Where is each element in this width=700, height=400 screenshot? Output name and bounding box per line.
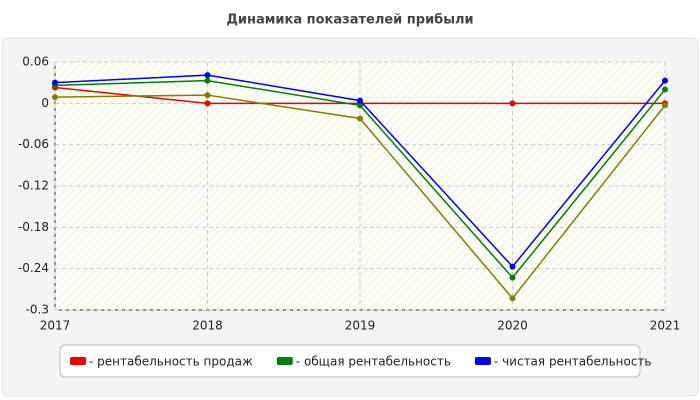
point (204, 92, 211, 99)
point (204, 77, 211, 84)
point (662, 102, 668, 109)
x-tick-label: 2019 (345, 319, 376, 333)
x-tick-label: 2017 (40, 319, 71, 333)
point (509, 263, 516, 270)
point (204, 100, 211, 107)
point (357, 102, 363, 109)
point (204, 72, 211, 79)
point (509, 100, 516, 107)
y-tick-label: 0 (41, 96, 49, 110)
y-tick-label: 0.06 (22, 55, 49, 69)
point (662, 77, 668, 84)
y-tick-label: -0.3 (26, 303, 49, 317)
point (52, 94, 58, 101)
legend-label: - рентабельность продаж (89, 355, 253, 369)
point (52, 79, 58, 86)
y-tick-label: -0.06 (18, 137, 49, 151)
legend-label: - общая рентабельность (296, 355, 451, 369)
legend-swatch (70, 357, 86, 365)
legend-swatch (474, 357, 491, 365)
legend-label: - чистая рентабельность (494, 355, 652, 369)
chart-title: Динамика показателей прибыли (226, 13, 473, 28)
point (662, 86, 668, 93)
point (357, 97, 363, 104)
x-tick-label: 2021 (650, 319, 681, 333)
point (357, 115, 363, 122)
point (509, 295, 516, 302)
legend-swatch (276, 357, 293, 365)
y-tick-label: -0.18 (18, 220, 49, 234)
x-tick-label: 2018 (192, 319, 223, 333)
point (509, 274, 516, 281)
y-tick-label: -0.24 (18, 261, 49, 275)
legend (59, 344, 641, 378)
y-tick-label: -0.12 (18, 179, 49, 193)
x-tick-label: 2020 (497, 319, 528, 333)
